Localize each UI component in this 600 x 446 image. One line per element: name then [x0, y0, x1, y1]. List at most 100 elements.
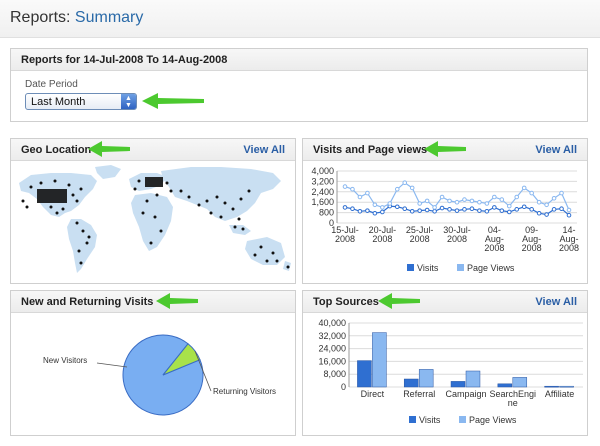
data-point	[462, 207, 467, 212]
data-point	[559, 190, 564, 196]
data-point	[484, 209, 490, 214]
x-tick-label: Campaign	[445, 389, 486, 399]
arrow-icon	[156, 293, 198, 309]
data-point	[394, 186, 400, 192]
world-map[interactable]	[11, 161, 295, 283]
x-tick-label: 30-Jul-2008	[443, 225, 471, 244]
data-point	[417, 208, 422, 213]
data-point	[357, 209, 363, 214]
data-point	[342, 184, 348, 189]
new-returning-panel-header: New and Returning Visits	[11, 291, 295, 313]
top-sources-title: Top Sources	[313, 296, 379, 308]
legend-label-visits: Visits	[417, 263, 439, 273]
new-returning-panel: New and Returning Visits New Visitors Ret…	[10, 290, 296, 436]
data-point	[499, 197, 505, 202]
page-title: Reports: Summary	[10, 9, 143, 27]
data-point	[454, 208, 460, 213]
data-point	[566, 212, 572, 218]
geo-view-all-link[interactable]: View All	[243, 144, 285, 156]
reports-panel-title: Reports for 14-Jul-2008 To 14-Aug-2008	[21, 54, 228, 66]
bar-visits	[544, 385, 559, 388]
bar-page-views	[372, 332, 387, 388]
geo-location-panel-header: Geo Location View All	[11, 139, 295, 161]
data-point	[350, 186, 355, 192]
x-tick-label: 25-Jul-2008	[406, 225, 434, 244]
y-tick-label: 32,000	[318, 331, 346, 341]
page-header: Reports: Summary	[0, 0, 600, 38]
data-point	[469, 206, 475, 212]
new-returning-title: New and Returning Visits	[21, 296, 154, 308]
reports-panel-header: Reports for 14-Jul-2008 To 14-Aug-2008	[11, 49, 587, 71]
data-point	[551, 196, 557, 201]
data-point	[454, 199, 460, 205]
legend-label-page-views: Page Views	[469, 415, 517, 425]
updown-arrows-icon[interactable]: ▲ ▼	[121, 94, 136, 109]
x-tick-label: 14-Aug-2008	[559, 225, 579, 253]
pie-leader-line	[194, 350, 212, 392]
data-point	[365, 208, 370, 213]
sources-view-all-link[interactable]: View All	[535, 296, 577, 308]
legend-swatch-visits	[409, 416, 416, 423]
arrow-icon	[424, 141, 466, 157]
bar-page-views	[418, 369, 434, 388]
data-point	[529, 190, 534, 196]
data-point	[439, 194, 445, 200]
legend-swatch-visits	[407, 264, 414, 271]
x-tick-label: Referral	[403, 389, 435, 399]
data-point	[484, 201, 490, 206]
data-point	[350, 206, 355, 212]
data-point	[417, 201, 422, 206]
data-point	[439, 205, 445, 211]
data-point	[357, 194, 363, 200]
data-point	[365, 190, 370, 196]
data-point	[394, 204, 400, 210]
x-tick-label: 15-Jul-2008	[331, 225, 359, 244]
y-tick-label: 1,600	[311, 197, 334, 207]
data-point	[372, 210, 378, 216]
data-point	[551, 207, 557, 212]
arrow-icon	[88, 141, 130, 157]
data-point	[492, 194, 497, 200]
data-point	[402, 180, 408, 186]
legend-label-visits: Visits	[419, 415, 441, 425]
geo-location-title: Geo Location	[21, 144, 92, 156]
data-point	[544, 202, 549, 208]
x-tick-label: Direct	[361, 389, 385, 399]
y-tick-label: 4,000	[311, 166, 334, 176]
arrow-icon	[142, 93, 204, 109]
visits-view-all-link[interactable]: View All	[535, 144, 577, 156]
bar-page-views	[559, 385, 574, 388]
data-point	[477, 208, 482, 213]
top-sources-panel-header: Top Sources View All	[303, 291, 587, 313]
data-point	[536, 210, 542, 216]
data-point	[514, 194, 520, 200]
visits-pageviews-panel: Visits and Page views View All 4,000 3,20…	[302, 138, 588, 284]
data-point	[432, 209, 437, 214]
bar-visits	[450, 381, 466, 388]
data-point	[477, 199, 482, 205]
data-point	[469, 198, 475, 204]
data-point	[521, 185, 527, 191]
x-tick-label: Affiliate	[545, 389, 574, 399]
y-tick-label: 2,400	[311, 187, 334, 197]
data-point	[559, 206, 564, 212]
y-tick-label: 800	[319, 208, 334, 218]
date-period-select[interactable]: Last Month ▲ ▼	[25, 93, 137, 110]
date-period-value: Last Month	[31, 96, 86, 108]
new-returning-pie-chart: New Visitors Returning Visitors	[43, 334, 276, 416]
data-point	[380, 209, 385, 215]
y-tick-label: 0	[329, 218, 334, 228]
bar-page-views	[512, 377, 528, 388]
bar-visits	[403, 378, 419, 388]
bar-visits	[357, 360, 372, 388]
bar-visits	[497, 383, 513, 388]
reports-panel: Reports for 14-Jul-2008 To 14-Aug-2008 D…	[10, 48, 588, 122]
data-point	[447, 207, 452, 212]
data-point	[506, 203, 512, 209]
pie-leader-line	[96, 362, 128, 368]
pie-label-returning: Returning Visitors	[213, 387, 276, 396]
data-point	[380, 205, 385, 210]
x-tick-label: SearchEngi ne	[490, 389, 537, 408]
data-point	[432, 205, 437, 210]
